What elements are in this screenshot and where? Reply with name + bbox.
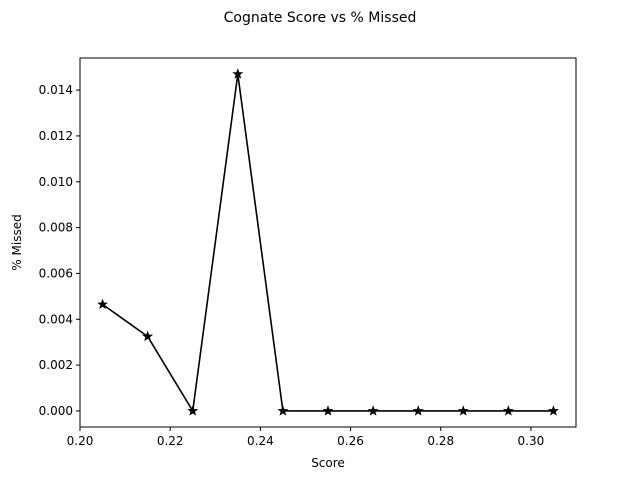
data-point-marker	[547, 405, 559, 416]
x-tick-label: 0.28	[427, 434, 454, 448]
y-axis-ticks: 0.000 0.002 0.004 0.006 0.008 0.010 0.012 0.014	[39, 83, 80, 418]
data-point-marker	[142, 330, 154, 342]
x-axis-label: Score	[311, 456, 345, 470]
data-point-marker	[322, 405, 334, 416]
data-point-marker	[457, 405, 469, 416]
series-layer	[97, 68, 559, 416]
chart-title: Cognate Score vs % Missed	[224, 10, 417, 26]
y-tick-label: 0.004	[39, 312, 73, 326]
data-point-marker	[97, 298, 109, 310]
y-tick-label: 0.002	[39, 358, 73, 372]
x-tick-label: 0.22	[157, 434, 184, 448]
data-point-marker	[367, 405, 379, 416]
y-tick-label: 0.006	[39, 266, 73, 280]
x-tick-label: 0.26	[337, 434, 364, 448]
y-tick-label: 0.010	[39, 175, 73, 189]
data-point-marker	[232, 68, 244, 79]
data-point-marker	[412, 405, 424, 416]
data-point-marker	[277, 405, 289, 416]
y-axis-label: % Missed	[10, 214, 24, 270]
y-tick-label: 0.000	[39, 404, 73, 418]
plot-area: 0.20 0.22 0.24 0.26 0.28 0.30 0.000 0.002 0.004…	[39, 57, 577, 448]
y-tick-label: 0.012	[39, 129, 73, 143]
x-tick-label: 0.30	[518, 434, 545, 448]
y-tick-label: 0.014	[39, 83, 73, 97]
data-point-marker	[187, 405, 199, 416]
data-point-marker	[502, 405, 514, 416]
x-tick-label: 0.20	[67, 434, 94, 448]
y-tick-label: 0.008	[39, 221, 73, 235]
x-axis-ticks: 0.20 0.22 0.24 0.26 0.28 0.30	[67, 427, 545, 448]
plot-frame	[79, 57, 577, 428]
x-tick-label: 0.24	[247, 434, 274, 448]
